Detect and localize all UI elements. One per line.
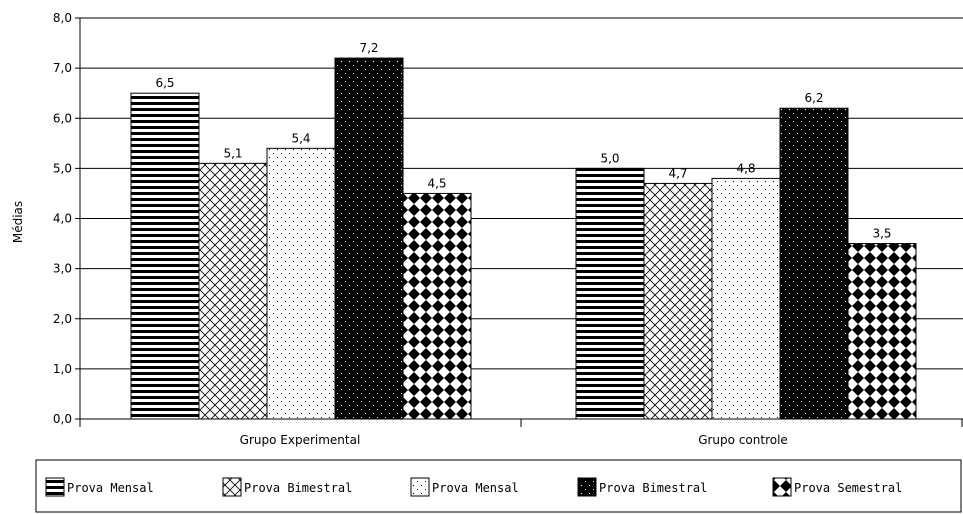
data-label: 5,0: [600, 151, 619, 165]
data-label: 4,8: [736, 161, 755, 175]
bar: [334, 57, 404, 420]
bar: [779, 107, 849, 420]
data-label: 5,4: [291, 131, 310, 145]
y-axis-title: Médias: [11, 201, 25, 243]
legend: Prova Mensal Prova Bimestral Prova Mensal P…: [35, 459, 962, 513]
bar: [711, 177, 781, 420]
data-label: 4,5: [427, 176, 446, 190]
legend-swatch: [222, 477, 242, 497]
y-tick-label: 5,0: [53, 161, 72, 175]
bar: [643, 182, 713, 420]
bar: [198, 162, 268, 420]
y-tick-label: 3,0: [53, 262, 72, 276]
y-tick-label: 4,0: [53, 212, 72, 226]
legend-label: Prova Bimestral: [599, 481, 707, 495]
y-tick-label: 7,0: [53, 61, 72, 75]
data-label: 5,1: [223, 146, 242, 160]
legend-frame: [35, 459, 962, 513]
data-label: 6,2: [804, 91, 823, 105]
category-label: Grupo controle: [698, 433, 788, 447]
bar: [575, 167, 645, 420]
y-tick-label: 1,0: [53, 362, 72, 376]
legend-label: Prova Bimestral: [244, 481, 352, 495]
legend-label: Prova Mensal: [432, 481, 519, 495]
legend-swatch: [577, 477, 597, 497]
y-tick-label: 8,0: [53, 11, 72, 25]
bar: [847, 243, 917, 420]
data-label: 4,7: [668, 166, 687, 180]
x-axis: Grupo Experimental Grupo controle: [79, 418, 963, 447]
data-labels: 6,5 5,1 5,4 7,2 4,5 5,0 4,7 4,8 6,2 3,5: [155, 41, 891, 240]
data-label: 3,5: [872, 227, 891, 241]
data-label: 6,5: [155, 76, 174, 90]
bar: [266, 147, 336, 420]
bar: [402, 192, 472, 420]
data-label: 7,2: [359, 41, 378, 55]
bars: [130, 57, 917, 420]
y-tick-label: 0,0: [53, 412, 72, 426]
legend-swatch: [410, 477, 430, 497]
legend-swatch: [45, 477, 65, 497]
y-tick-label: 2,0: [53, 312, 72, 326]
bar: [130, 92, 200, 420]
legend-swatch: [772, 477, 792, 497]
y-axis: 0,0 1,0 2,0 3,0 4,0 5,0 6,0 7,0 8,0: [53, 11, 81, 426]
legend-label: Prova Semestral: [794, 481, 902, 495]
y-tick-label: 6,0: [53, 111, 72, 125]
legend-label: Prova Mensal: [67, 481, 154, 495]
category-label: Grupo Experimental: [240, 433, 361, 447]
